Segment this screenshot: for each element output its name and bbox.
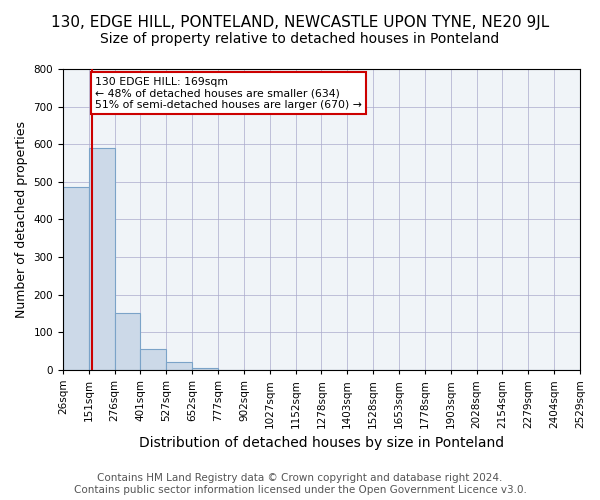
Bar (89, 148, 115, 370)
Y-axis label: Number of detached properties: Number of detached properties (15, 121, 28, 318)
Bar (140, 349, 166, 370)
Text: 130 EDGE HILL: 169sqm
← 48% of detached houses are smaller (634)
51% of semi-det: 130 EDGE HILL: 169sqm ← 48% of detached … (95, 76, 362, 110)
Text: Contains HM Land Registry data © Crown copyright and database right 2024.
Contai: Contains HM Land Registry data © Crown c… (74, 474, 526, 495)
Bar (192, 368, 218, 370)
Bar (63, 188, 89, 370)
Text: Size of property relative to detached houses in Ponteland: Size of property relative to detached ho… (100, 32, 500, 46)
X-axis label: Distribution of detached houses by size in Ponteland: Distribution of detached houses by size … (139, 436, 504, 450)
Bar (115, 314, 140, 370)
Text: 130, EDGE HILL, PONTELAND, NEWCASTLE UPON TYNE, NE20 9JL: 130, EDGE HILL, PONTELAND, NEWCASTLE UPO… (51, 15, 549, 30)
Bar (166, 362, 192, 370)
